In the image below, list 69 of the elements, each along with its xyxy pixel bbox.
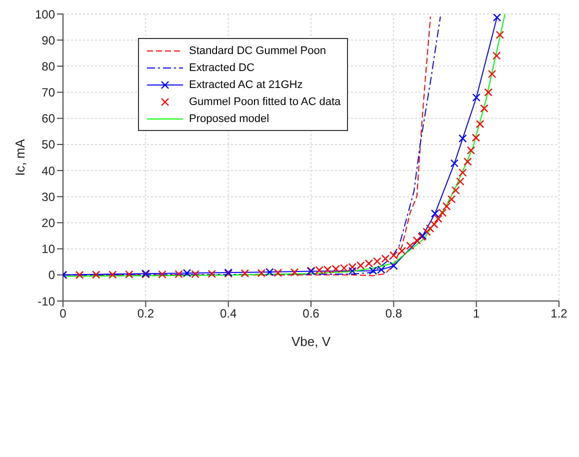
point <box>274 268 282 277</box>
legend-label: Extracted AC at 21GHz <box>189 78 303 90</box>
point <box>240 269 249 278</box>
point <box>438 208 447 217</box>
y-tick-label: 40 <box>42 164 56 178</box>
x-tick-label: 0.6 <box>302 306 320 321</box>
point <box>484 88 492 96</box>
point <box>398 246 406 256</box>
x-tick-label: 1 <box>472 306 480 321</box>
legend-label: Extracted DC <box>189 62 254 74</box>
point <box>406 242 414 250</box>
point <box>266 268 274 276</box>
point <box>182 268 192 278</box>
x-tick-label: 1.2 <box>550 306 568 321</box>
point <box>442 202 451 210</box>
legend-label: Standard DC Gummel Poon <box>189 44 326 56</box>
point <box>426 224 434 233</box>
point <box>290 268 299 276</box>
y-tick-label: 0 <box>48 268 56 282</box>
point <box>158 270 166 278</box>
point <box>412 236 421 245</box>
y-tick-label: 10 <box>42 242 56 256</box>
y-tick-label: 60 <box>42 112 56 126</box>
point <box>390 251 398 260</box>
point <box>434 214 442 223</box>
point <box>430 209 440 218</box>
y-tick-label: 100 <box>34 7 56 22</box>
point <box>257 268 266 278</box>
point <box>108 270 117 279</box>
point <box>452 186 460 194</box>
point <box>92 270 100 279</box>
point <box>456 177 464 186</box>
point <box>458 168 467 177</box>
y-tick-label: -10 <box>38 294 56 308</box>
point <box>476 120 484 128</box>
point <box>75 270 84 280</box>
legend-label: Gummel Poon fitted to AC data <box>189 96 341 108</box>
point <box>447 195 456 204</box>
y-tick-label: 80 <box>42 59 56 74</box>
y-tick-label: 30 <box>42 190 56 204</box>
point <box>496 30 504 39</box>
point <box>464 158 472 166</box>
y-tick-label: 70 <box>42 86 56 100</box>
point <box>492 14 502 22</box>
y-tick-label: 50 <box>42 138 56 152</box>
point <box>472 134 480 142</box>
point <box>458 134 467 143</box>
x-tick-label: 0 <box>60 306 67 321</box>
point <box>125 270 134 278</box>
legend-label: Proposed model <box>189 112 270 124</box>
point <box>191 270 200 278</box>
x-tick-label: 0.4 <box>220 306 237 321</box>
point <box>480 104 488 113</box>
point <box>430 220 438 228</box>
x-tick-label: 0.2 <box>137 306 154 321</box>
point <box>488 70 496 78</box>
point <box>492 52 501 60</box>
point <box>390 262 398 270</box>
x-axis-title: Vbe, V <box>291 334 331 349</box>
y-axis-title: Ic, mA <box>12 138 28 176</box>
point <box>174 270 183 278</box>
point <box>348 266 356 276</box>
point <box>208 270 216 278</box>
point <box>466 146 476 155</box>
y-tick-label: 90 <box>42 33 56 48</box>
x-tick-label: 0.8 <box>385 306 402 321</box>
point <box>472 93 480 102</box>
y-tick-label: 20 <box>42 216 56 230</box>
point <box>450 159 459 168</box>
